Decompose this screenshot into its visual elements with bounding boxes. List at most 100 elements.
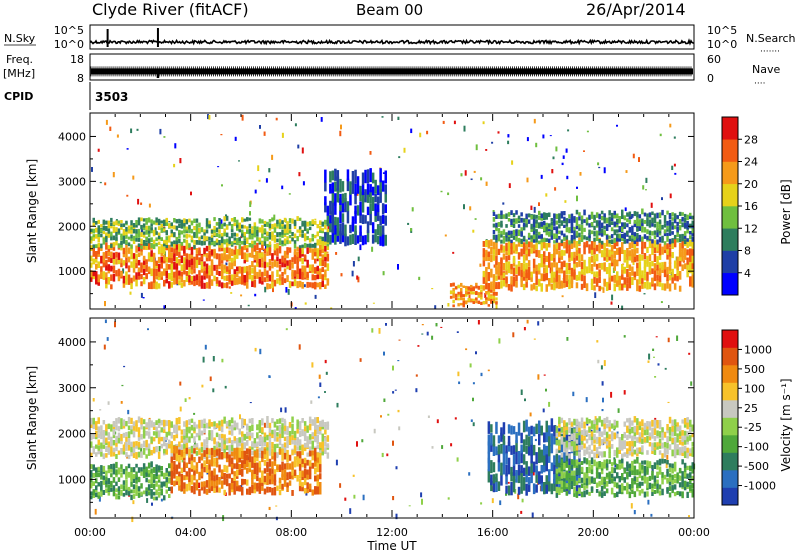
data-cell [155, 260, 158, 266]
data-cell [200, 261, 204, 270]
data-cell [152, 261, 156, 269]
data-cell [359, 201, 362, 216]
data-cell [316, 444, 319, 450]
data-cell [298, 478, 302, 487]
data-cell [658, 226, 662, 232]
data-cell [190, 228, 194, 234]
data-cell [268, 468, 272, 476]
data-pixel [163, 136, 166, 138]
data-cell [258, 447, 262, 453]
data-cell [218, 245, 221, 252]
data-cell [686, 224, 689, 230]
data-cell [641, 220, 644, 226]
data-cell [183, 224, 186, 229]
data-cell [298, 431, 302, 437]
data-pixel [280, 407, 283, 413]
data-cell [225, 232, 229, 238]
data-cell [238, 452, 241, 458]
data-cell [208, 265, 211, 272]
data-cell [135, 478, 138, 484]
data-cell [618, 464, 621, 470]
nave-right-tick-top: 60 [707, 53, 721, 66]
data-cell [311, 462, 314, 469]
data-cell [588, 244, 591, 250]
data-cell [183, 429, 186, 436]
data-pixel [131, 516, 134, 523]
data-cell [598, 220, 601, 226]
data-cell [656, 239, 659, 245]
data-cell [246, 239, 249, 244]
data-cell [301, 448, 304, 456]
noise-panel: N.Sky 10^5 10^0 10^5 10^0 N.Search ·····… [4, 24, 796, 57]
data-cell [454, 286, 458, 290]
data-pixel [359, 244, 362, 251]
data-cell [142, 448, 146, 455]
data-cell [140, 483, 143, 489]
data-cell [361, 198, 365, 213]
data-cell [532, 214, 536, 219]
data-cell [261, 441, 264, 447]
data-pixel [311, 362, 314, 368]
data-cell [349, 181, 352, 195]
data-cell [628, 242, 632, 250]
data-cell [175, 452, 179, 462]
data-cell [321, 229, 324, 234]
data-cell [180, 225, 184, 229]
data-cell [502, 422, 506, 435]
data-cell [137, 237, 141, 242]
data-pixel [520, 510, 523, 514]
data-cell [276, 485, 279, 491]
data-cell [175, 225, 179, 231]
data-cell [560, 220, 564, 226]
data-cell [505, 485, 508, 494]
data-cell [253, 462, 257, 468]
data-cell [595, 482, 599, 488]
data-cell [180, 219, 184, 225]
data-cell [258, 440, 262, 446]
data-cell [558, 282, 561, 289]
data-cell [132, 489, 136, 494]
data-cell [651, 470, 654, 475]
data-cell [326, 245, 330, 250]
data-cell [605, 463, 609, 468]
data-cell [266, 461, 269, 468]
data-cell [90, 491, 93, 496]
data-cell [558, 466, 561, 473]
data-cell [553, 244, 556, 251]
data-cell [661, 477, 664, 485]
data-cell [241, 451, 244, 457]
data-cell [301, 470, 304, 477]
data-cell [653, 230, 657, 235]
data-cell [663, 241, 667, 245]
data-cell [112, 450, 116, 457]
data-cell [638, 275, 642, 285]
data-pixel [158, 446, 161, 452]
data-cell [293, 233, 297, 239]
data-cell [628, 250, 632, 257]
data-cell [246, 431, 249, 437]
data-cell [598, 416, 601, 423]
data-cell [580, 483, 584, 488]
data-cell [691, 475, 694, 481]
data-cell [573, 481, 576, 486]
data-cell [643, 273, 647, 281]
data-cell [193, 436, 196, 443]
data-pixel [456, 457, 459, 462]
data-cell [190, 252, 194, 259]
data-cell [538, 250, 541, 258]
data-cell [465, 300, 468, 305]
data-cell [95, 234, 98, 239]
data-cell [603, 262, 606, 272]
data-pixel [511, 160, 514, 165]
data-cell [251, 267, 254, 274]
data-cell [306, 247, 309, 254]
data-cell [105, 242, 108, 250]
data-cell [610, 212, 614, 219]
data-cell [691, 492, 694, 498]
data-cell [480, 296, 483, 300]
data-cell [132, 253, 136, 259]
data-cell [653, 217, 657, 223]
data-cell [517, 451, 521, 465]
data-pixel [140, 292, 143, 298]
data-cell [530, 239, 533, 248]
